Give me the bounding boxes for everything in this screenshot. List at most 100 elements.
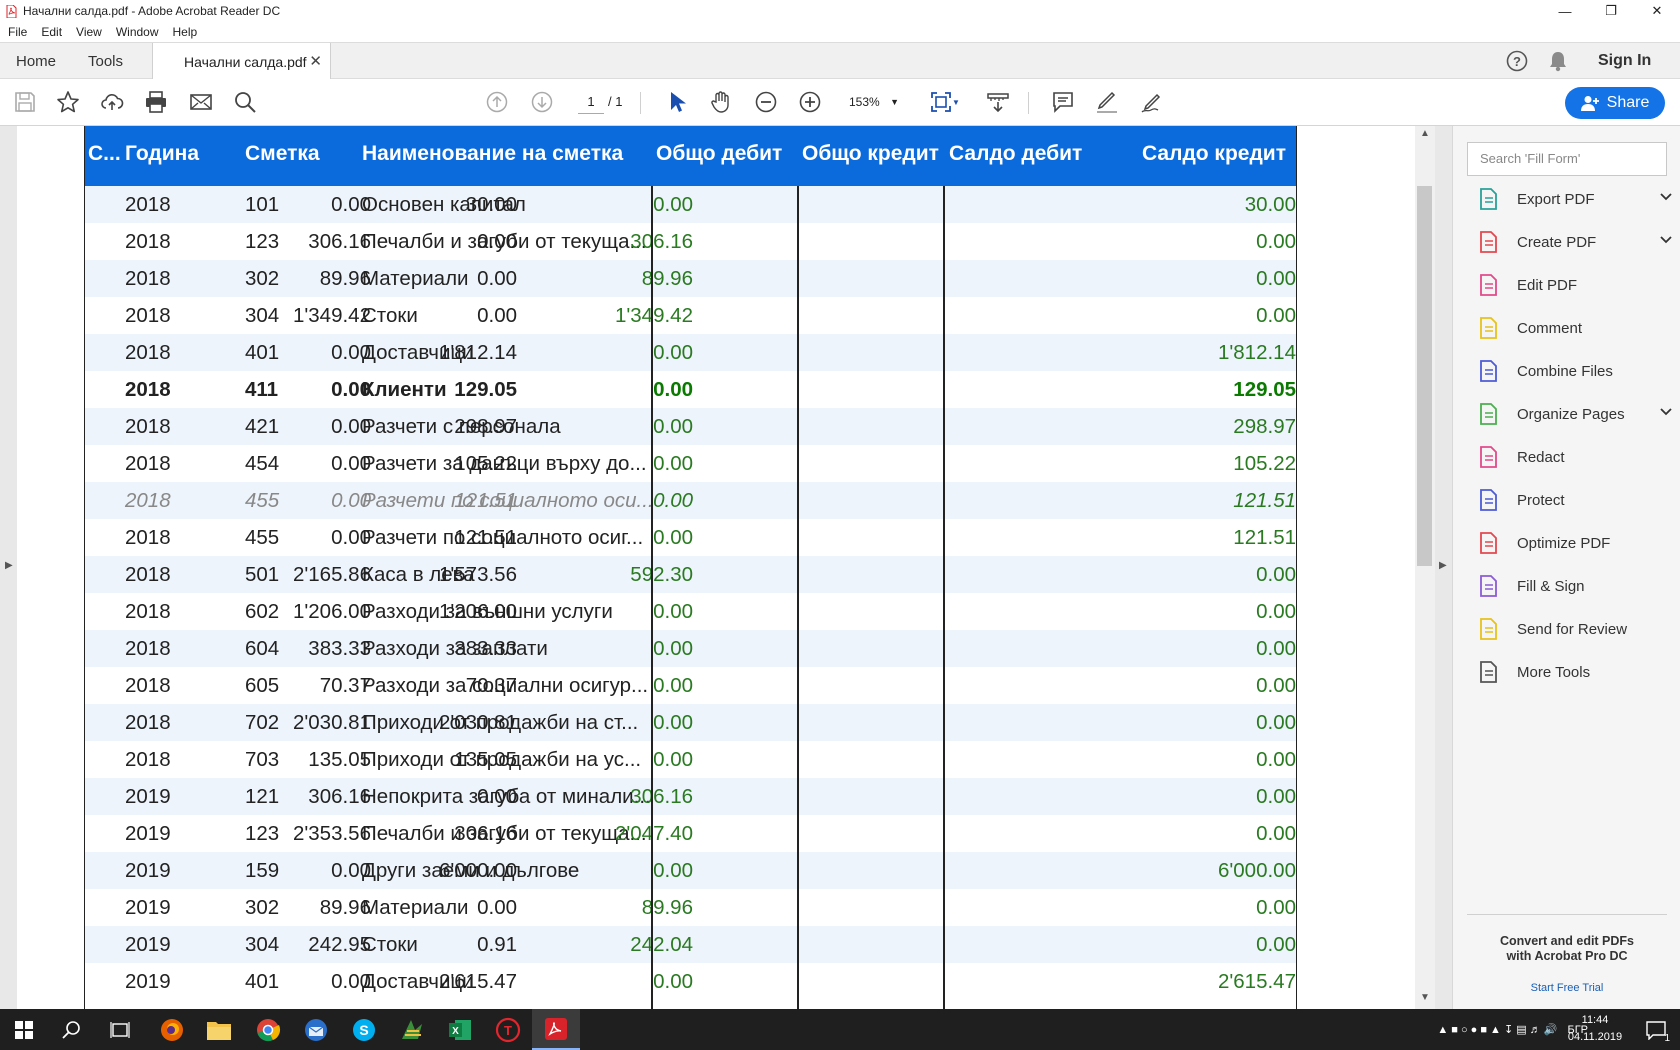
table-row[interactable]: 2018 123 Печалби и загуби от текуща... 306.…	[85, 223, 1296, 260]
start-free-trial-link[interactable]: Start Free Trial	[1530, 982, 1604, 994]
table-row[interactable]: 2018 304 Стоки 1'349.42 0.00 1'349.42 0.00	[85, 297, 1296, 334]
zoom-in-icon[interactable]	[797, 89, 823, 115]
comment-icon[interactable]	[1050, 89, 1076, 115]
page-number-input[interactable]: 1	[578, 90, 604, 114]
fill-sign-icon[interactable]	[1139, 89, 1165, 115]
email-icon[interactable]	[188, 89, 214, 115]
menu-window[interactable]: Window	[115, 25, 159, 39]
table-row[interactable]: 2019 302 Материали 89.96 0.00 89.96 0.00	[85, 889, 1296, 926]
scrollbar-thumb[interactable]	[1417, 186, 1432, 566]
left-pane-toggle[interactable]: ▶	[0, 126, 17, 1009]
cell-total-credit: 0.00	[477, 896, 517, 919]
input-language[interactable]: БГР	[1567, 1023, 1588, 1036]
table-row[interactable]: 2018 501 Каса в лева 2'165.86 1'573.56 592.30…	[85, 556, 1296, 593]
table-row[interactable]: 2018 602 Разходи за външни услуги 1'206.00 1…	[85, 593, 1296, 630]
tool-optimize-pdf[interactable]: Optimize PDF	[1467, 528, 1672, 558]
minimize-button[interactable]: —	[1558, 3, 1572, 19]
find-search-icon[interactable]	[232, 89, 258, 115]
next-page-icon[interactable]	[529, 89, 555, 115]
action-center-icon[interactable]: 1	[1632, 1009, 1680, 1050]
tool-protect[interactable]: Protect	[1467, 485, 1672, 515]
table-row[interactable]: 2019 159 Други заеми и дългове 0.00 6'000.00…	[85, 852, 1296, 889]
save-icon[interactable]	[12, 89, 38, 115]
clock[interactable]: 11:44 04.11.2019	[1560, 1012, 1630, 1046]
previous-page-icon[interactable]	[484, 89, 510, 115]
acrobat-reader-taskbar-icon[interactable]	[532, 1009, 580, 1050]
tool-create-pdf[interactable]: Create PDF	[1467, 227, 1672, 257]
scroll-mode-icon[interactable]	[985, 89, 1011, 115]
thunderbird-icon[interactable]	[292, 1009, 340, 1050]
zoom-level-dropdown[interactable]: 153% ▼	[845, 90, 905, 114]
tab-home[interactable]: Home	[16, 52, 57, 70]
bookmark-star-icon[interactable]	[55, 89, 81, 115]
table-row[interactable]: 2018 421 Разчети с персонала 0.00 298.97 0.00…	[85, 408, 1296, 445]
highlight-pen-icon[interactable]	[1094, 89, 1120, 115]
close-window-button[interactable]: ✕	[1651, 3, 1663, 18]
right-pane-toggle[interactable]: ▶	[1435, 126, 1452, 1009]
table-row[interactable]: 2018 455 Разчети по социалното осиг... 0.00…	[85, 519, 1296, 556]
chevron-down-icon[interactable]	[1660, 235, 1672, 247]
search-icon[interactable]	[48, 1009, 96, 1050]
tool-redact[interactable]: Redact	[1467, 442, 1672, 472]
table-row[interactable]: 2018 702 Приходи от продажби на ст... 2'030…	[85, 704, 1296, 741]
print-icon[interactable]	[143, 89, 169, 115]
chevron-down-icon[interactable]	[1660, 407, 1672, 419]
table-row[interactable]: 2019 304 Стоки 242.95 0.91 242.04 0.00	[85, 926, 1296, 963]
tray-icons[interactable]: ▲ ■ ○ ● ■ ▲ ↧ ▤ ♬ 🔊	[1437, 1024, 1558, 1036]
vertical-scrollbar[interactable]: ▲ ▼	[1415, 126, 1435, 1009]
accounting-app-icon[interactable]	[388, 1009, 436, 1050]
table-row[interactable]: 2018 703 Приходи от продажби на ус... 135.0…	[85, 741, 1296, 778]
tool-comment[interactable]: Comment	[1467, 313, 1672, 343]
tool-edit-pdf[interactable]: Edit PDF	[1467, 270, 1672, 300]
menu-edit[interactable]: Edit	[41, 25, 63, 39]
tool-fill-sign[interactable]: Fill & Sign	[1467, 571, 1672, 601]
menu-file[interactable]: File	[8, 25, 28, 39]
table-row[interactable]: 2018 302 Материали 89.96 0.00 89.96 0.00	[85, 260, 1296, 297]
cloud-upload-icon[interactable]	[99, 89, 125, 115]
document-view[interactable]: ▶ С... Година Сметка Наименование на сме…	[0, 126, 1452, 1009]
excel-icon[interactable]: X	[436, 1009, 484, 1050]
maximize-button[interactable]: ❐	[1605, 3, 1617, 18]
menu-help[interactable]: Help	[172, 25, 198, 39]
table-row[interactable]: 2018 454 Разчети за данъци върху до... 0.00…	[85, 445, 1296, 482]
chrome-icon[interactable]	[244, 1009, 292, 1050]
windows-start-icon[interactable]	[0, 1009, 48, 1050]
table-row[interactable]: 2018 604 Разходи за заплати 383.33 383.33 0.0…	[85, 630, 1296, 667]
scroll-up-icon[interactable]: ▲	[1420, 128, 1430, 139]
tools-search-input[interactable]: Search 'Fill Form'	[1467, 142, 1667, 176]
chevron-down-icon[interactable]: ▼	[952, 97, 960, 107]
hand-tool-icon[interactable]	[708, 89, 734, 115]
chevron-down-icon[interactable]	[1660, 192, 1672, 204]
menu-view[interactable]: View	[76, 25, 102, 39]
close-tab-icon[interactable]: ✕	[309, 53, 322, 70]
table-row[interactable]: 2019 121 Непокрита загуба от минали... 306.…	[85, 778, 1296, 815]
tab-document[interactable]: Начални салда.pdf ✕	[152, 43, 331, 80]
skype-icon[interactable]: S	[340, 1009, 388, 1050]
cell-account: 411	[245, 378, 279, 401]
select-cursor-icon[interactable]	[664, 89, 690, 115]
file-explorer-icon[interactable]	[195, 1009, 243, 1050]
tool-combine-files[interactable]: Combine Files	[1467, 356, 1672, 386]
tool-organize-pages[interactable]: Organize Pages	[1467, 399, 1672, 429]
notifications-bell-icon[interactable]	[1548, 43, 1568, 79]
tool-export-pdf[interactable]: Export PDF	[1467, 184, 1672, 214]
table-row[interactable]: 2019 401 Доставчици 0.00 2'615.47 0.00 2'615.4…	[85, 963, 1296, 1000]
share-button[interactable]: Share	[1565, 87, 1665, 119]
tab-tools[interactable]: Tools	[88, 52, 124, 70]
help-icon[interactable]: ?	[1506, 43, 1528, 79]
scroll-down-icon[interactable]: ▼	[1420, 992, 1430, 1003]
table-row[interactable]: 2018 101 Основен капитал 0.00 30.00 0.00 30.00	[85, 186, 1296, 223]
firefox-icon[interactable]	[148, 1009, 196, 1050]
table-row[interactable]: 2018 401 Доставчици 0.00 1'812.14 0.00 1'812.1…	[85, 334, 1296, 371]
task-view-icon[interactable]	[96, 1009, 144, 1050]
zoom-out-icon[interactable]	[753, 89, 779, 115]
tool-more-tools[interactable]: More Tools	[1467, 657, 1672, 687]
tool-send-for-review[interactable]: Send for Review	[1467, 614, 1672, 644]
t-app-icon[interactable]: T	[484, 1009, 532, 1050]
sign-in-button[interactable]: Sign In	[1598, 52, 1652, 69]
fit-page-icon[interactable]	[928, 89, 954, 115]
table-row[interactable]: 2018 455 Разчети по социалното оси... 0.00 1…	[85, 482, 1296, 519]
table-row[interactable]: 2018 411 Клиенти 0.00 129.05 0.00 129.05	[85, 371, 1296, 408]
table-row[interactable]: 2018 605 Разходи за социални осигур... 70.3…	[85, 667, 1296, 704]
table-row[interactable]: 2019 123 Печалби и загуби от текуща... 2'35…	[85, 815, 1296, 852]
